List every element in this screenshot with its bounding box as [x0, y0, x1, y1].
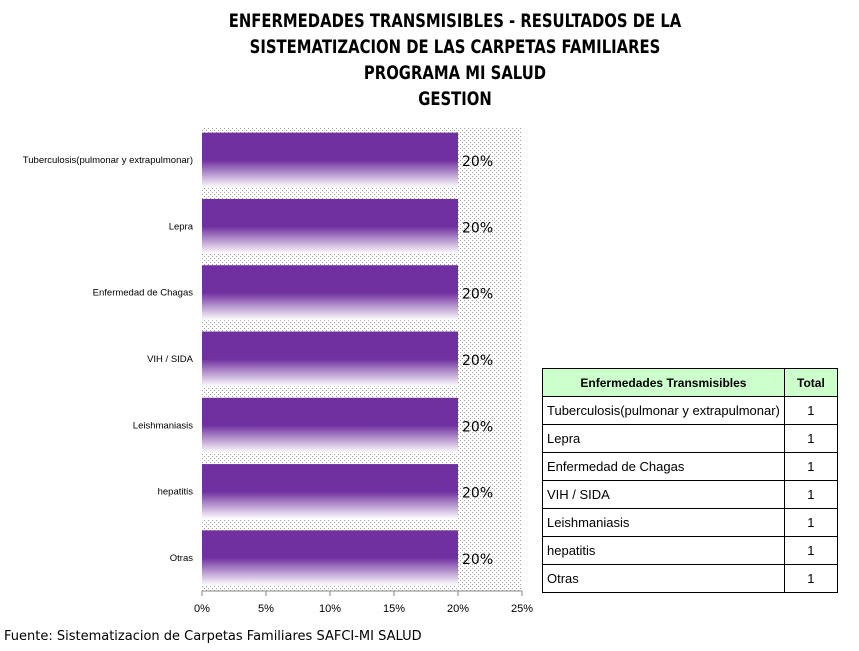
data-label: 20% [462, 419, 493, 435]
table-header-row: Enfermedades Transmisibles Total [542, 368, 838, 397]
data-label: 20% [462, 486, 493, 502]
table-cell-disease: Otras [542, 564, 785, 593]
table-header-total: Total [783, 368, 838, 397]
chart-title-line: ENFERMEDADES TRANSMISIBLES - RESULTADOS … [228, 10, 682, 32]
chart-title-line: SISTEMATIZACION DE LAS CARPETAS FAMILIAR… [249, 36, 661, 58]
x-tick-label: 25% [511, 603, 533, 615]
table-row: Otras 1 [542, 564, 838, 593]
table-cell-total: 1 [783, 452, 838, 481]
table-row: Leishmaniasis 1 [542, 508, 838, 537]
bar [202, 132, 458, 188]
table-row: hepatitis 1 [542, 536, 838, 565]
category-label: Tuberculosis(pulmonar y extrapulmonar) [23, 155, 193, 166]
x-tick-label: 15% [383, 603, 405, 615]
chart-title-line: GESTION [418, 88, 492, 110]
x-tick-label: 5% [258, 603, 274, 615]
table-row: Enfermedad de Chagas 1 [542, 452, 838, 481]
data-table: Enfermedades Transmisibles Total Tubercu… [542, 368, 838, 593]
table-cell-disease: Enfermedad de Chagas [542, 452, 785, 481]
table-cell-total: 1 [783, 564, 838, 593]
bar-chart: Tuberculosis(pulmonar y extrapulmonar) 20… [23, 127, 533, 615]
table-row: Tuberculosis(pulmonar y extrapulmonar) 1 [542, 396, 838, 425]
x-tick-label: 0% [194, 603, 210, 615]
bar [202, 198, 458, 254]
chart-title-line: PROGRAMA MI SALUD [363, 62, 547, 84]
data-label: 20% [462, 220, 493, 236]
chart-title: ENFERMEDADES TRANSMISIBLES - RESULTADOS … [194, 8, 717, 112]
bar [202, 265, 458, 321]
table-cell-total: 1 [783, 424, 838, 453]
data-label: 20% [462, 552, 493, 568]
source-note: Fuente: Sistematizacion de Carpetas Fami… [4, 629, 422, 644]
table-row: Lepra 1 [542, 424, 838, 453]
data-label: 20% [462, 353, 493, 369]
category-label: Otras [170, 553, 193, 564]
table-cell-total: 1 [783, 508, 838, 537]
bar [202, 397, 458, 453]
bar [202, 331, 458, 387]
table-cell-total: 1 [783, 480, 838, 509]
category-label: VIH / SIDA [147, 354, 194, 365]
table-header-disease: Enfermedades Transmisibles [542, 368, 785, 397]
table-cell-disease: Lepra [542, 424, 785, 453]
bar [202, 530, 458, 586]
table-cell-total: 1 [783, 396, 838, 425]
bar [202, 464, 458, 520]
x-tick-label: 20% [447, 603, 469, 615]
table-cell-total: 1 [783, 536, 838, 565]
category-label: hepatitis [158, 487, 194, 498]
table-row: VIH / SIDA 1 [542, 480, 838, 509]
table-cell-disease: VIH / SIDA [542, 480, 785, 509]
data-label: 20% [462, 287, 493, 303]
x-tick-label: 10% [319, 603, 341, 615]
table-cell-disease: hepatitis [542, 536, 785, 565]
category-label: Leishmaniasis [133, 420, 193, 431]
category-label: Lepra [169, 221, 194, 232]
table-cell-disease: Tuberculosis(pulmonar y extrapulmonar) [542, 396, 785, 425]
table-cell-disease: Leishmaniasis [542, 508, 785, 537]
data-label: 20% [462, 154, 493, 170]
category-label: Enfermedad de Chagas [93, 288, 194, 299]
